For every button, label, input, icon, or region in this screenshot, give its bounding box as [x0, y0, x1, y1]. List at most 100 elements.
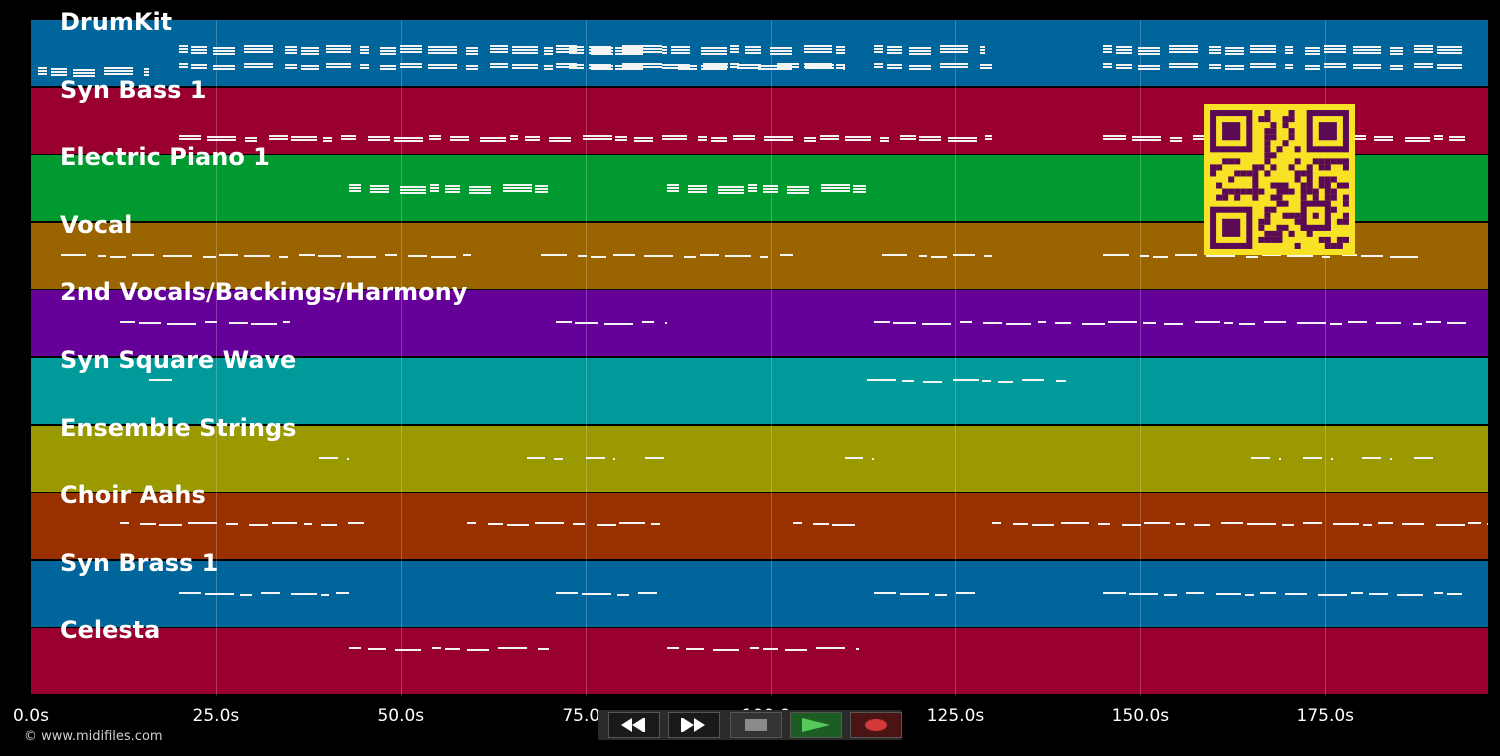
midi-note [939, 63, 969, 65]
midi-note [556, 48, 565, 50]
rewind-button[interactable] [608, 712, 660, 738]
midi-note [919, 138, 942, 141]
midi-note [348, 522, 364, 525]
midi-note [1209, 49, 1222, 51]
midi-note [815, 647, 845, 650]
midi-note [661, 52, 668, 54]
midi-note [1103, 63, 1113, 65]
midi-note [787, 186, 810, 189]
midi-note [836, 52, 845, 54]
fast-forward-button[interactable] [668, 712, 720, 738]
track-row[interactable] [31, 358, 1488, 424]
midi-note [901, 380, 915, 382]
midi-note [543, 65, 553, 67]
midi-note [836, 67, 845, 69]
midi-note [1037, 321, 1047, 324]
track-name: Electric Piano 1 [60, 143, 270, 172]
midi-note [820, 184, 850, 187]
midi-note [1108, 321, 1138, 324]
track-name: Choir Aahs [60, 481, 206, 510]
midi-note [1115, 49, 1132, 51]
grid-line [770, 20, 772, 696]
midi-note [615, 135, 628, 138]
midi-note [1361, 254, 1384, 257]
midi-note [952, 253, 976, 256]
midi-note [244, 45, 274, 47]
midi-note [399, 63, 422, 65]
midi-note [661, 46, 668, 48]
midi-note [568, 49, 585, 51]
midi-note [908, 68, 931, 70]
midi-note [1169, 136, 1182, 139]
midi-note [367, 138, 391, 141]
midi-note [103, 70, 133, 72]
track-name: Syn Square Wave [60, 346, 297, 374]
track-name: Ensemble Strings [60, 413, 297, 442]
midi-note [1205, 254, 1235, 257]
track-row[interactable] [31, 493, 1488, 560]
midi-note [191, 67, 208, 69]
midi-note [393, 139, 423, 142]
midi-note [644, 456, 664, 459]
midi-note [1446, 592, 1463, 595]
midi-note [1209, 67, 1222, 69]
midi-note [60, 253, 87, 256]
midi-note [203, 255, 216, 258]
midi-note [651, 523, 661, 526]
midi-note [718, 189, 744, 192]
track-row[interactable] [31, 20, 1488, 86]
track-row[interactable] [31, 628, 1488, 695]
midi-note [1225, 47, 1244, 49]
stop-button[interactable] [730, 712, 782, 738]
midi-note [469, 186, 492, 189]
midi-note [874, 66, 883, 68]
midi-note [1434, 591, 1443, 594]
midi-note [947, 136, 977, 139]
midi-note [119, 321, 136, 324]
time-tick-label: 0.0s [13, 706, 49, 726]
midi-note [985, 137, 993, 140]
midi-note [191, 52, 208, 54]
time-tick-label: 125.0s [926, 706, 985, 726]
midi-note [1324, 48, 1347, 50]
midi-note [467, 522, 477, 525]
midi-note [191, 49, 208, 51]
midi-note [1352, 49, 1382, 51]
midi-note [480, 139, 506, 142]
midi-note [367, 135, 391, 138]
midi-note [1350, 591, 1363, 594]
midi-note [1250, 48, 1276, 50]
midi-note [1164, 323, 1184, 326]
midi-note [110, 255, 126, 258]
midi-note [688, 185, 707, 188]
track-row[interactable] [31, 290, 1488, 357]
midi-note [1284, 64, 1294, 66]
midi-note [613, 457, 616, 460]
record-button[interactable] [850, 712, 902, 738]
midi-note [667, 187, 680, 190]
midi-note [698, 135, 708, 138]
midi-note [769, 68, 793, 70]
track-row[interactable] [31, 425, 1488, 492]
track-row[interactable] [31, 560, 1488, 627]
midi-note [638, 591, 658, 594]
midi-note [1022, 379, 1045, 381]
play-button[interactable] [790, 712, 842, 738]
midi-note [429, 187, 439, 190]
midi-note [1425, 321, 1442, 324]
midi-note [556, 591, 579, 594]
midi-note [979, 64, 993, 66]
midi-note [349, 647, 362, 650]
midi-note [845, 135, 871, 138]
midi-note [779, 253, 793, 256]
midi-note [1468, 522, 1481, 525]
midi-note [1098, 523, 1111, 526]
midi-note [1250, 66, 1276, 68]
midi-note [535, 191, 548, 194]
time-tick-label: 75.0s [562, 706, 610, 726]
midi-note [380, 53, 396, 55]
midi-note [1436, 67, 1463, 69]
midi-note [1168, 63, 1198, 65]
midi-note [853, 185, 866, 188]
midi-note [836, 49, 845, 51]
